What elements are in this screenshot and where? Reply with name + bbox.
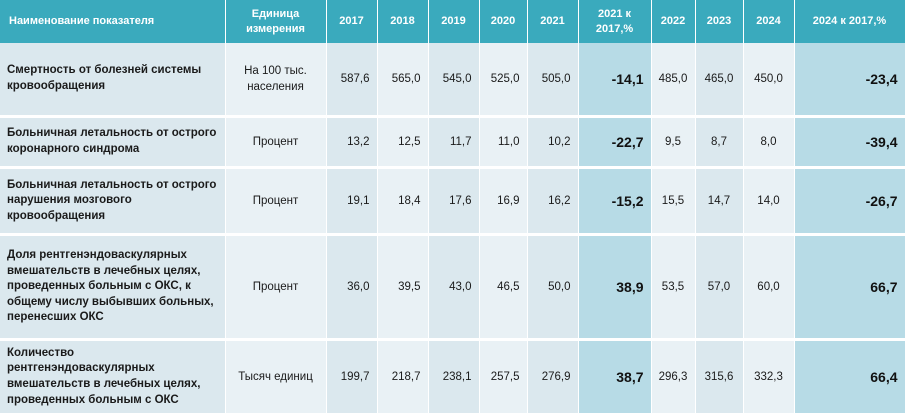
change-2021-vs-2017: -22,7 (578, 116, 652, 169)
value-2017: 13,2 (326, 116, 378, 169)
value-2020: 11,0 (479, 116, 528, 169)
change-2021-vs-2017: 38,9 (578, 234, 652, 341)
header-2018: 2018 (377, 0, 429, 43)
indicator-name: Больничная летальность от острого наруше… (0, 167, 226, 236)
header-2024: 2024 (743, 0, 795, 43)
unit-cell: Процент (225, 116, 327, 169)
value-2017: 19,1 (326, 167, 378, 236)
value-2019: 11,7 (428, 116, 480, 169)
value-2021: 50,0 (527, 234, 579, 341)
change-2021-vs-2017: 38,7 (578, 339, 652, 416)
value-2022: 296,3 (651, 339, 696, 416)
header-2022: 2022 (651, 0, 696, 43)
value-2021: 276,9 (527, 339, 579, 416)
value-2023: 315,6 (695, 339, 744, 416)
change-2024-vs-2017: -39,4 (794, 116, 905, 169)
value-2019: 43,0 (428, 234, 480, 341)
value-2018: 18,4 (377, 167, 429, 236)
value-2024: 8,0 (743, 116, 795, 169)
header-2021: 2021 (527, 0, 579, 43)
header-2023: 2023 (695, 0, 744, 43)
value-2020: 16,9 (479, 167, 528, 236)
value-2020: 46,5 (479, 234, 528, 341)
indicator-name: Доля рентгенэндоваскулярных вмешательств… (0, 234, 226, 341)
value-2021: 16,2 (527, 167, 579, 236)
header-unit: Единица измерения (225, 0, 327, 43)
unit-cell: Процент (225, 167, 327, 236)
unit-cell: Процент (225, 234, 327, 341)
value-2021: 10,2 (527, 116, 579, 169)
value-2018: 12,5 (377, 116, 429, 169)
value-2022: 53,5 (651, 234, 696, 341)
table-body: Смертность от болезней системы кровообра… (0, 43, 905, 416)
value-2017: 587,6 (326, 43, 378, 118)
value-2017: 199,7 (326, 339, 378, 416)
change-2021-vs-2017: -14,1 (578, 43, 652, 118)
value-2023: 465,0 (695, 43, 744, 118)
table-row: Смертность от болезней системы кровообра… (0, 43, 905, 118)
indicator-name: Больничная летальность от острого корона… (0, 116, 226, 169)
value-2020: 257,5 (479, 339, 528, 416)
change-2021-vs-2017: -15,2 (578, 167, 652, 236)
value-2017: 36,0 (326, 234, 378, 341)
value-2021: 505,0 (527, 43, 579, 118)
change-2024-vs-2017: -26,7 (794, 167, 905, 236)
header-2024-vs-2017: 2024 к 2017,% (794, 0, 905, 43)
value-2023: 14,7 (695, 167, 744, 236)
change-2024-vs-2017: 66,4 (794, 339, 905, 416)
value-2024: 450,0 (743, 43, 795, 118)
unit-cell: На 100 тыс. населения (225, 43, 327, 118)
header-2020: 2020 (479, 0, 528, 43)
value-2024: 60,0 (743, 234, 795, 341)
table-row: Больничная летальность от острого корона… (0, 116, 905, 169)
table-row: Доля рентгенэндоваскулярных вмешательств… (0, 234, 905, 341)
header-2019: 2019 (428, 0, 480, 43)
table-row: Больничная летальность от острого наруше… (0, 167, 905, 236)
value-2024: 14,0 (743, 167, 795, 236)
table-header: Наименование показателя Единица измерени… (0, 0, 905, 43)
value-2022: 485,0 (651, 43, 696, 118)
value-2018: 218,7 (377, 339, 429, 416)
value-2022: 9,5 (651, 116, 696, 169)
change-2024-vs-2017: -23,4 (794, 43, 905, 118)
header-name: Наименование показателя (0, 0, 226, 43)
indicator-name: Количество рентгенэндоваскулярных вмешат… (0, 339, 226, 416)
value-2020: 525,0 (479, 43, 528, 118)
value-2018: 39,5 (377, 234, 429, 341)
value-2018: 565,0 (377, 43, 429, 118)
header-2017: 2017 (326, 0, 378, 43)
header-2021-vs-2017: 2021 к 2017,% (578, 0, 652, 43)
value-2022: 15,5 (651, 167, 696, 236)
table-row: Количество рентгенэндоваскулярных вмешат… (0, 339, 905, 416)
value-2023: 57,0 (695, 234, 744, 341)
value-2023: 8,7 (695, 116, 744, 169)
indicator-name: Смертность от болезней системы кровообра… (0, 43, 226, 118)
unit-cell: Тысяч единиц (225, 339, 327, 416)
value-2019: 545,0 (428, 43, 480, 118)
value-2019: 238,1 (428, 339, 480, 416)
value-2024: 332,3 (743, 339, 795, 416)
change-2024-vs-2017: 66,7 (794, 234, 905, 341)
value-2019: 17,6 (428, 167, 480, 236)
